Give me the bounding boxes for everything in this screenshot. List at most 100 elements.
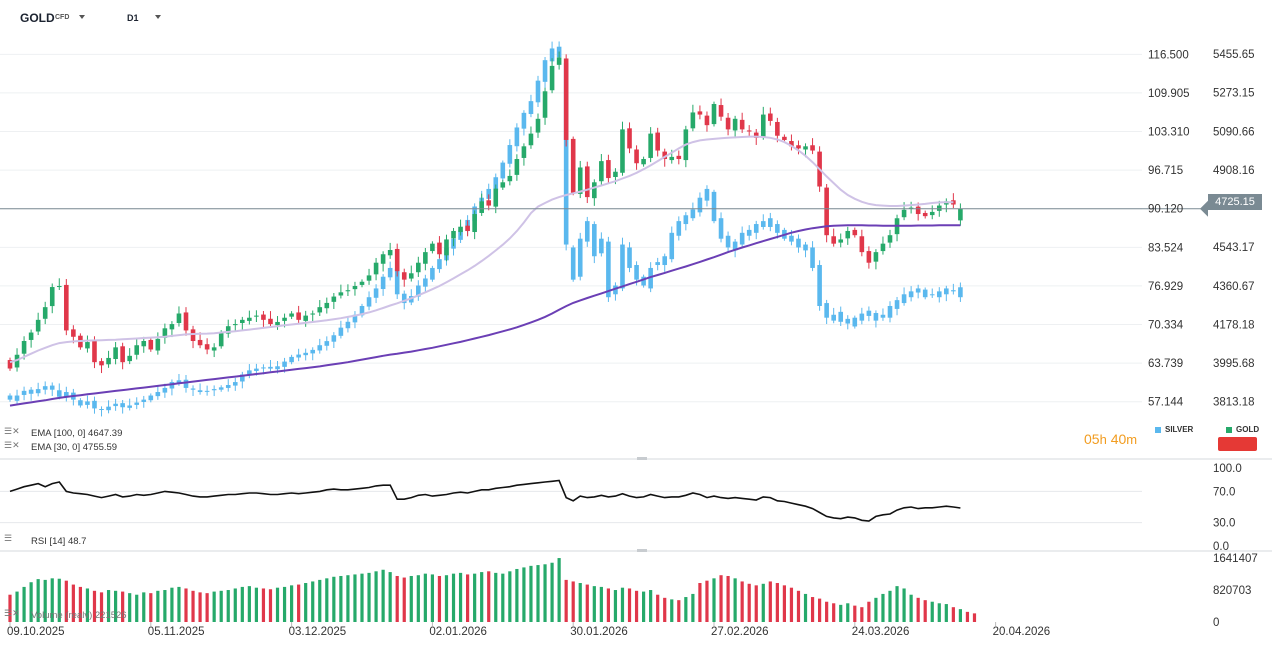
volume-bar: [325, 578, 329, 622]
ema100-line: [9, 224, 961, 407]
ema30-label: EMA [30, 0] 4755.59: [31, 442, 118, 453]
gold-candle: [479, 201, 484, 213]
silver-candle: [204, 390, 210, 392]
x-axis-label: 09.10.2025: [7, 626, 65, 638]
gold-candle: [282, 317, 287, 321]
volume-bar: [78, 586, 82, 622]
volume-axis-label: 1641407: [1213, 553, 1258, 565]
symbol-dropdown-icon[interactable]: [79, 15, 85, 19]
gold-candle: [592, 182, 597, 199]
gold-candle: [303, 315, 308, 321]
volume-bar: [240, 586, 244, 622]
price-axis-right-label: 4908.16: [1213, 165, 1255, 177]
silver-candle: [901, 294, 907, 304]
gold-candle: [444, 239, 449, 256]
volume-bar: [381, 569, 385, 622]
volume-bar: [937, 603, 941, 622]
volume-bar: [747, 583, 751, 622]
gold-candle: [366, 275, 372, 281]
silver-candle: [190, 388, 196, 390]
symbol-selector[interactable]: GOLD: [20, 11, 55, 25]
volume-bar: [782, 585, 786, 622]
ema30-settings-icon[interactable]: ☰✕: [4, 440, 20, 450]
gold-candle: [852, 229, 858, 236]
volume-bar: [810, 597, 815, 622]
silver-candle: [732, 241, 738, 251]
gold-candle: [768, 113, 773, 121]
gold-candle: [775, 121, 780, 136]
silver-candle: [387, 267, 393, 278]
gold-candle: [120, 346, 125, 363]
gold-candle: [901, 209, 907, 218]
silver-candle: [760, 221, 766, 227]
volume-bar: [958, 609, 962, 622]
gold-candle: [465, 225, 470, 231]
silver-candle: [366, 297, 372, 307]
silver-candle: [627, 247, 632, 268]
timer-h: h: [1099, 432, 1107, 447]
volume-bar: [620, 587, 625, 622]
volume-bar: [128, 593, 132, 622]
gold-candle: [204, 344, 210, 350]
volume-bar: [606, 588, 610, 622]
gold-candle: [711, 103, 717, 125]
toolbar: GOLD CFD D1: [0, 0, 1272, 36]
silver-candle: [944, 288, 949, 295]
volume-bar: [85, 588, 90, 622]
ema100-settings-icon[interactable]: ☰✕: [4, 426, 20, 436]
volume-bar: [64, 580, 68, 622]
volume-bar: [564, 579, 568, 622]
gold-candle: [190, 329, 196, 342]
gold-candle: [99, 361, 104, 366]
silver-candle: [725, 235, 731, 248]
silver-candle: [958, 287, 963, 298]
gold-candle: [289, 313, 294, 317]
gold-candle: [542, 91, 548, 118]
gold-candle: [437, 242, 442, 255]
legend-silver[interactable]: SILVER: [1155, 425, 1193, 434]
gold-candle: [838, 239, 844, 243]
gold-candle: [21, 341, 27, 354]
volume-bar: [297, 584, 301, 622]
gold-candle: [789, 141, 794, 147]
silver-candle: [240, 374, 245, 382]
gold-candle: [211, 347, 217, 351]
gold-candle: [739, 119, 745, 130]
rsi-settings-icon[interactable]: ☰: [4, 533, 13, 543]
silver-candle: [507, 145, 513, 164]
silver-candle: [99, 409, 104, 411]
gold-candle: [127, 355, 132, 362]
silver-candle: [64, 392, 69, 398]
gold-candle: [254, 315, 259, 317]
volume-bar: [789, 587, 794, 622]
gold-candle: [49, 287, 55, 307]
x-axis-label: 05.11.2025: [148, 626, 205, 638]
volume-bar: [930, 601, 934, 622]
silver-candle: [35, 389, 41, 394]
silver-candle: [613, 285, 618, 295]
silver-candle: [577, 238, 583, 277]
volume-bar: [163, 590, 167, 622]
gold-candle: [958, 208, 963, 221]
legend-gold[interactable]: GOLD: [1226, 425, 1259, 434]
volume-bar: [550, 562, 554, 622]
silver-candle: [437, 259, 442, 270]
volume-settings-icon[interactable]: ☰✕: [4, 608, 20, 618]
timeframe-dropdown-icon[interactable]: [155, 15, 161, 19]
volume-bar: [656, 594, 660, 622]
volume-axis-label: 820703: [1213, 585, 1251, 597]
volume-bar: [670, 599, 674, 622]
silver-candle: [7, 395, 13, 400]
gold-candle: [472, 214, 477, 233]
silver-candle: [718, 218, 724, 239]
silver-candle: [275, 366, 280, 370]
alert-badge[interactable]: [1218, 437, 1257, 451]
volume-bar: [233, 588, 237, 622]
gold-candle: [493, 188, 499, 207]
timeframe-selector[interactable]: D1: [127, 13, 139, 23]
gold-candle: [458, 226, 463, 233]
price-axis-right-label: 4360.67: [1213, 281, 1255, 293]
silver-swatch-icon: [1155, 426, 1161, 433]
gold-candle: [268, 318, 273, 325]
